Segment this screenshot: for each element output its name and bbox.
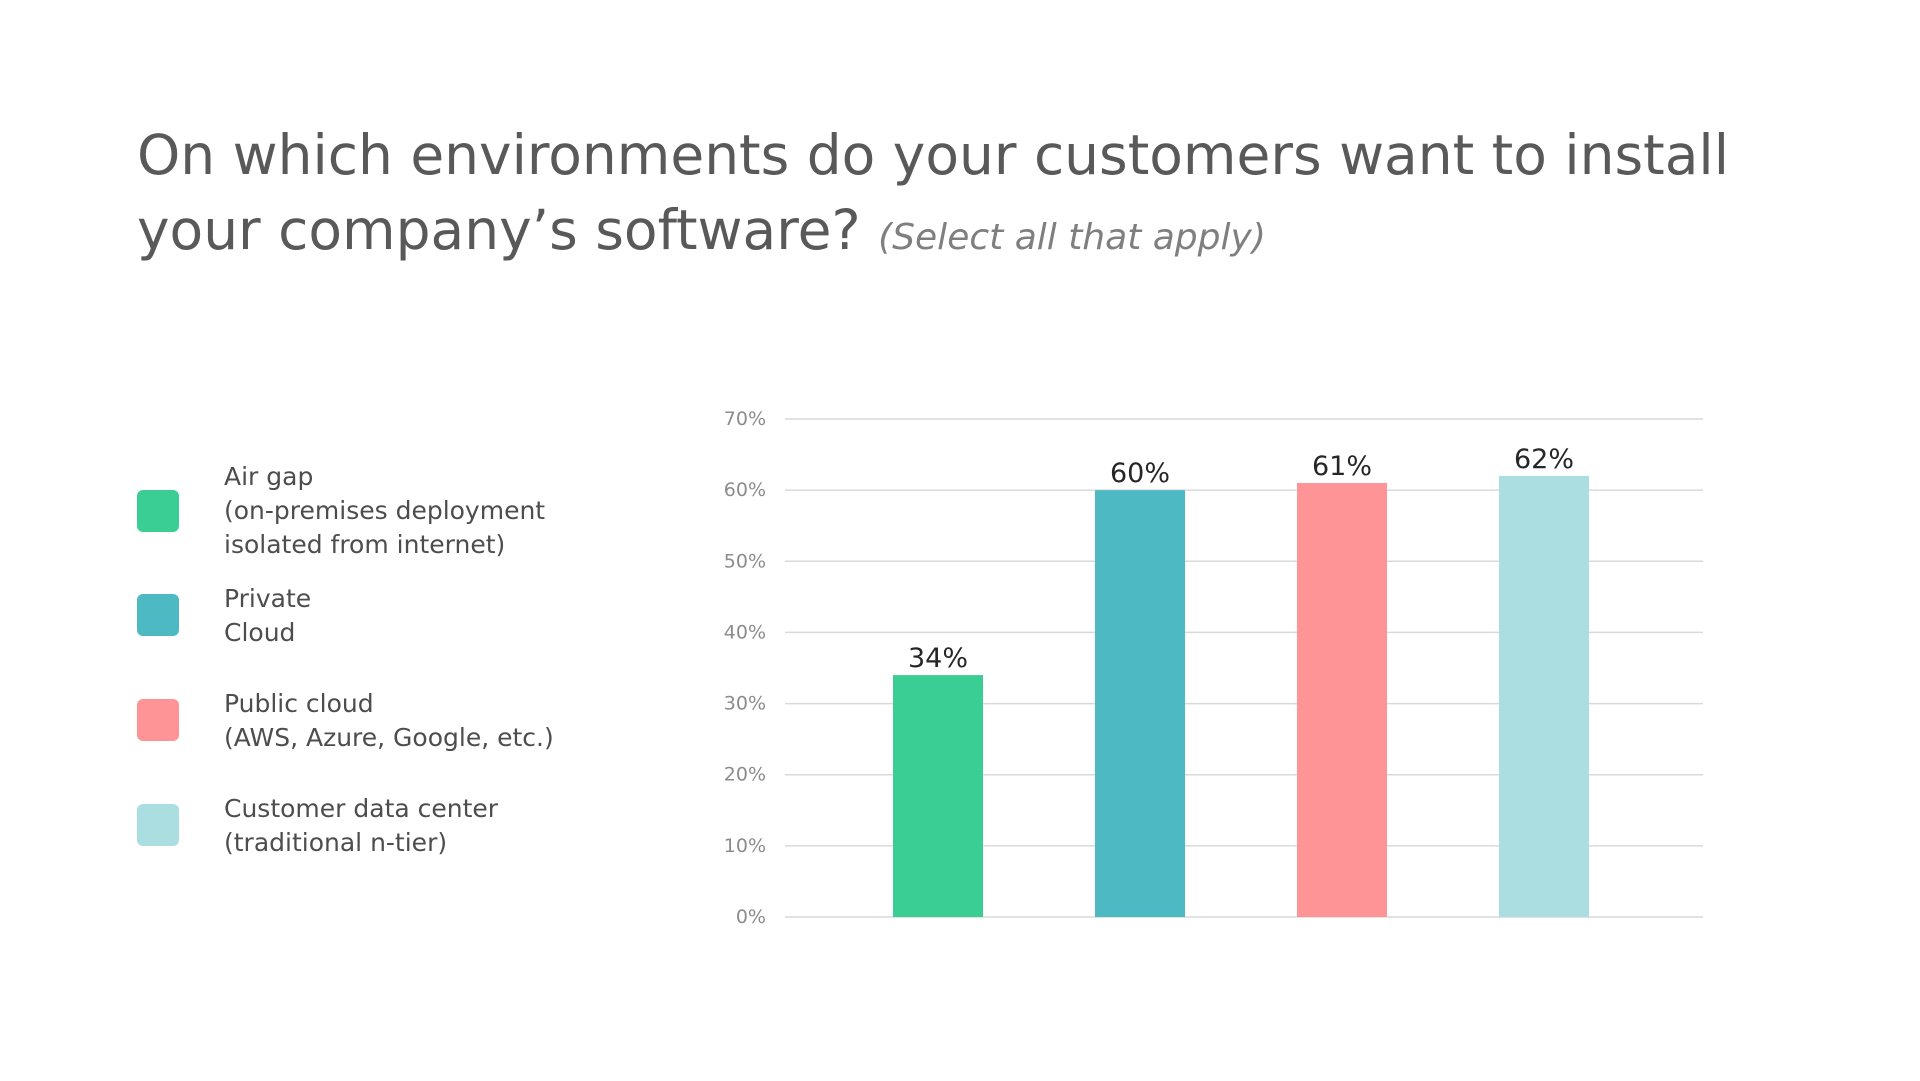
legend-swatch-private-cloud xyxy=(137,594,179,636)
chart-title-main: On which environments do your customers … xyxy=(137,123,1729,262)
bar-air-gap xyxy=(893,675,983,917)
y-tick-label: 20% xyxy=(724,764,766,786)
chart-title: On which environments do your customers … xyxy=(137,118,1757,275)
legend-label-customer-data-center: Customer data center (traditional n-tier… xyxy=(224,794,499,857)
legend-swatch-air-gap xyxy=(137,490,179,532)
legend-label-air-gap: Air gap (on-premises deployment isolated… xyxy=(224,462,546,559)
legend-swatch-customer-data-center xyxy=(137,804,179,846)
y-tick-label: 10% xyxy=(724,835,766,857)
bar-chart: 0% 10% 20% 30% 40% 50% 60% 70% 34% 60% 61% 62% xyxy=(700,390,1720,950)
data-label: 34% xyxy=(908,643,968,674)
bar-public-cloud xyxy=(1297,483,1387,917)
y-tick-label: 30% xyxy=(724,693,766,715)
bar-customer-data-center xyxy=(1499,475,1589,917)
data-label: 61% xyxy=(1312,451,1372,482)
y-tick-label: 60% xyxy=(724,479,766,501)
bar-chart-svg: 0% 10% 20% 30% 40% 50% 60% 70% 34% 60% 61% 62% xyxy=(724,408,1703,928)
data-label: 60% xyxy=(1110,458,1170,489)
legend-label-public-cloud: Public cloud (AWS, Azure, Google, etc.) xyxy=(224,689,554,752)
legend-label-private-cloud: Private Cloud xyxy=(224,584,312,647)
y-tick-label: 70% xyxy=(724,408,766,430)
y-tick-label: 0% xyxy=(736,906,766,928)
chart-title-note: (Select all that apply) xyxy=(878,217,1266,258)
bar-private-cloud xyxy=(1095,490,1185,917)
data-label: 62% xyxy=(1514,444,1574,475)
y-tick-label: 50% xyxy=(724,550,766,572)
y-tick-label: 40% xyxy=(724,621,766,643)
legend-swatch-public-cloud xyxy=(137,699,179,741)
